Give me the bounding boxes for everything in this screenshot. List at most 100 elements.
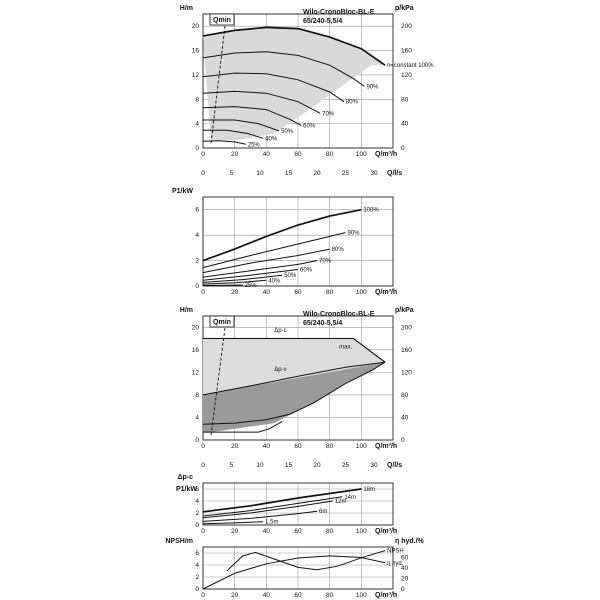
y2-tick-label: 80 bbox=[401, 96, 409, 103]
series-label: 70% bbox=[319, 259, 332, 265]
series-line-2 bbox=[202, 232, 346, 269]
qmin-box bbox=[209, 13, 235, 26]
y-tick-label: 0 bbox=[195, 437, 199, 444]
x2-tick-label: 30 bbox=[370, 462, 378, 469]
y-axis-label: H/m bbox=[180, 307, 193, 314]
series-line-3 bbox=[202, 248, 330, 274]
y2-tick-label: 0 bbox=[401, 145, 405, 152]
x2-tick-label: 0 bbox=[201, 462, 205, 469]
x-axis-label: Q/m³/h bbox=[375, 443, 397, 450]
dpv-label: Δp-v bbox=[274, 367, 286, 373]
series-label: NPSH bbox=[387, 549, 404, 555]
y-tick-label: 16 bbox=[192, 347, 200, 354]
y-tick-label: 20 bbox=[192, 324, 200, 331]
x-tick-label: 40 bbox=[263, 528, 271, 535]
x2-tick-label: 5 bbox=[230, 170, 234, 177]
y-tick-label: 6 bbox=[195, 550, 199, 557]
series-line-1 bbox=[202, 488, 362, 513]
y-tick-label: 12 bbox=[192, 369, 200, 376]
x2-tick-label: 20 bbox=[313, 462, 321, 469]
y2-tick-label: 20 bbox=[401, 576, 409, 583]
series-line-1 bbox=[202, 208, 362, 262]
series-label: 90% bbox=[367, 84, 380, 90]
y-tick-label: 2 bbox=[195, 574, 199, 581]
series-line-6 bbox=[203, 119, 280, 132]
y-tick-label: 8 bbox=[195, 392, 199, 399]
y2-tick-label: 80 bbox=[401, 392, 409, 399]
series-label: 25% bbox=[248, 142, 261, 148]
y-tick-label: 8 bbox=[195, 96, 199, 103]
series-line-8 bbox=[202, 140, 246, 145]
y2-tick-label: 200 bbox=[401, 23, 412, 30]
y2-tick-label: 40 bbox=[401, 414, 409, 421]
series-line-2 bbox=[226, 550, 386, 572]
x-axis-label: Q/m³/h bbox=[375, 528, 397, 535]
y2-tick-label: 0 bbox=[401, 586, 405, 593]
max-label: max. bbox=[339, 345, 352, 351]
y-tick-label: 12 bbox=[192, 72, 200, 79]
series-label: 100% bbox=[363, 208, 379, 214]
x-tick-label: 40 bbox=[263, 151, 271, 158]
series-line-8 bbox=[202, 284, 243, 286]
y-tick-label: 4 bbox=[195, 498, 199, 505]
y-tick-label: 4 bbox=[195, 562, 199, 569]
y-tick-label: 0 bbox=[195, 522, 199, 529]
y2-tick-label: 60 bbox=[401, 555, 409, 562]
qmin-box bbox=[209, 315, 235, 328]
qmin-label: Qmin bbox=[213, 319, 231, 326]
y-tick-label: 0 bbox=[195, 586, 199, 593]
series-label: 60% bbox=[303, 123, 316, 129]
x-tick-label: 60 bbox=[294, 151, 302, 158]
series-label: 50% bbox=[284, 273, 297, 279]
y2-tick-label: 120 bbox=[401, 369, 412, 376]
x2-tick-label: 10 bbox=[256, 462, 264, 469]
y2-tick-label: 120 bbox=[401, 72, 412, 79]
x-tick-label: 60 bbox=[294, 289, 302, 296]
series-line-1 bbox=[202, 555, 386, 590]
x-tick-label: 0 bbox=[201, 289, 205, 296]
plot-frame bbox=[202, 13, 394, 149]
y2-tick-label: 40 bbox=[401, 565, 409, 572]
x2-tick-label: 0 bbox=[201, 170, 205, 177]
series-label: η hyd. bbox=[387, 561, 404, 567]
series-label: 40% bbox=[265, 136, 278, 142]
series-label: 25% bbox=[245, 283, 258, 289]
x-tick-label: 80 bbox=[326, 528, 334, 535]
series-line-2 bbox=[202, 361, 386, 396]
series-line-5 bbox=[202, 106, 302, 126]
series-line-2 bbox=[202, 496, 343, 517]
x-tick-label: 0 bbox=[201, 528, 205, 535]
x2-axis-label: Q/l/s bbox=[387, 462, 402, 469]
series-label: 12m bbox=[335, 499, 347, 505]
chart-title: Wilo-CronoBloc-BL-E bbox=[303, 9, 375, 16]
x-axis-label: Q/m³/h bbox=[375, 151, 397, 158]
x-tick-label: 40 bbox=[263, 443, 271, 450]
series-line-1 bbox=[202, 26, 386, 66]
x-tick-label: 100 bbox=[356, 592, 367, 599]
dark-region bbox=[203, 362, 386, 433]
y-axis-label-2: P1/kW bbox=[176, 486, 197, 493]
series-label: 14m bbox=[344, 495, 356, 501]
y2-axis-label: η hyd./% bbox=[395, 538, 425, 545]
series-label: 80% bbox=[346, 100, 359, 106]
operating-area bbox=[203, 27, 386, 141]
x-tick-label: 0 bbox=[201, 151, 205, 158]
qmin-label: Qmin bbox=[213, 17, 231, 24]
chart-title: Wilo-CronoBloc-BL-E bbox=[303, 311, 375, 318]
series-line-2 bbox=[202, 51, 365, 87]
plot-frame bbox=[202, 196, 394, 287]
plot-frame bbox=[202, 546, 394, 590]
series-line-3 bbox=[202, 500, 333, 519]
y-tick-label: 2 bbox=[195, 258, 199, 265]
series-line-4 bbox=[202, 260, 318, 278]
x2-tick-label: 10 bbox=[256, 170, 264, 177]
y2-tick-label: 160 bbox=[401, 347, 412, 354]
x-tick-label: 0 bbox=[201, 443, 205, 450]
plot-frame bbox=[202, 482, 394, 526]
x-tick-label: 60 bbox=[294, 528, 302, 535]
series-line-6 bbox=[202, 274, 283, 283]
chart-title-line2: 65/240-5,5/4 bbox=[303, 320, 342, 327]
y-tick-label: 20 bbox=[192, 23, 200, 30]
x2-tick-label: 25 bbox=[342, 170, 350, 177]
y-axis-label: NPSH/m bbox=[165, 538, 193, 545]
